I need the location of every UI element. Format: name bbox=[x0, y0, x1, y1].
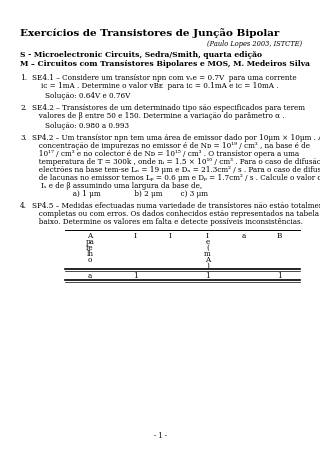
Text: re: re bbox=[86, 244, 94, 252]
Text: 1: 1 bbox=[132, 272, 137, 280]
Text: 3.: 3. bbox=[20, 134, 27, 142]
Text: lh: lh bbox=[86, 250, 93, 258]
Text: de lacunas no emissor temos Lₚ = 0.6 μm e Dₚ = 1.7cm² / s . Calcule o valor de: de lacunas no emissor temos Lₚ = 0.6 μm … bbox=[32, 174, 320, 182]
Text: completas ou com erros. Os dados conhecidos estão representados na tabela em: completas ou com erros. Os dados conheci… bbox=[32, 210, 320, 218]
Text: m: m bbox=[204, 250, 211, 258]
Text: 1: 1 bbox=[276, 272, 281, 280]
Text: temperatura de T = 300k , onde nᵢ = 1.5 × 10¹⁰ / cm³ . Para o caso de difusão de: temperatura de T = 300k , onde nᵢ = 1.5 … bbox=[32, 158, 320, 166]
Text: SE4.2 – Transístores de um determinado tipo são especificados para terem: SE4.2 – Transístores de um determinado t… bbox=[32, 104, 305, 112]
Text: I: I bbox=[169, 232, 172, 240]
Text: a) 1 μm               b) 2 μm        c) 3 μm: a) 1 μm b) 2 μm c) 3 μm bbox=[48, 190, 208, 198]
Text: A: A bbox=[205, 256, 210, 264]
Text: I: I bbox=[206, 232, 209, 240]
Text: Iₛ e de β assumindo uma largura da base de,: Iₛ e de β assumindo uma largura da base … bbox=[32, 182, 202, 190]
Text: o: o bbox=[88, 256, 92, 264]
Text: iᴄ = 1mA . Determine o valor vBᴇ  para iᴄ = 0.1mA e iᴄ = 10mA .: iᴄ = 1mA . Determine o valor vBᴇ para iᴄ… bbox=[32, 82, 278, 90]
Text: a: a bbox=[88, 272, 92, 280]
Text: Solução: 0.64V e 0.76V: Solução: 0.64V e 0.76V bbox=[45, 92, 130, 100]
Text: baixo. Determine os valores em falta e detecte possíveis inconsistências.: baixo. Determine os valores em falta e d… bbox=[32, 218, 303, 226]
Text: A: A bbox=[87, 232, 92, 240]
Text: ): ) bbox=[206, 262, 209, 270]
Text: 1.: 1. bbox=[20, 74, 27, 82]
Text: SP4.2 – Um transístor npn tem uma área de emissor dado por 10μm × 10μm . A: SP4.2 – Um transístor npn tem uma área d… bbox=[32, 134, 320, 142]
Text: Solução: 0.980 a 0.993: Solução: 0.980 a 0.993 bbox=[45, 122, 129, 130]
Text: S - Microelectronic Circuits, Sedra/Smith, quarta edição: S - Microelectronic Circuits, Sedra/Smit… bbox=[20, 51, 262, 59]
Text: e: e bbox=[205, 238, 210, 246]
Text: I: I bbox=[133, 232, 137, 240]
Text: M – Circuitos com Transístores Bipolares e MOS, M. Medeiros Silva: M – Circuitos com Transístores Bipolares… bbox=[20, 60, 310, 68]
Text: electrões na base tem-se Lₙ = 19 μm e Dₙ = 21.3cm² / s . Para o caso de difusão: electrões na base tem-se Lₙ = 19 μm e Dₙ… bbox=[32, 166, 320, 174]
Text: Exercícios de Transistores de Junção Bipolar: Exercícios de Transistores de Junção Bip… bbox=[20, 28, 279, 38]
Text: SP4.5 – Medidas efectuadas numa variedade de transístores não estão totalmente: SP4.5 – Medidas efectuadas numa variedad… bbox=[32, 202, 320, 210]
Text: (Paulo Lopes 2003, ISTCTE): (Paulo Lopes 2003, ISTCTE) bbox=[207, 40, 302, 48]
Text: - 1 -: - 1 - bbox=[154, 432, 166, 440]
Text: valores de β entre 50 e 150. Determine a variação do parâmetro α .: valores de β entre 50 e 150. Determine a… bbox=[32, 112, 284, 120]
Text: (: ( bbox=[206, 244, 209, 252]
Text: pa: pa bbox=[85, 238, 94, 246]
Text: a: a bbox=[242, 232, 246, 240]
Text: SE4.1 – Considere um transístor npn com vₛe = 0.7V  para uma corrente: SE4.1 – Considere um transístor npn com … bbox=[32, 74, 297, 82]
Text: 4.: 4. bbox=[20, 202, 27, 210]
Text: concentração de impurezas no emissor é de Nᴅ = 10¹⁹ / cm³ , na base é de: concentração de impurezas no emissor é d… bbox=[32, 142, 310, 150]
Text: 1: 1 bbox=[205, 272, 210, 280]
Text: 10¹⁷ / cm³ e no colector é de Nᴅ = 10¹⁵ / cm³ . O transístor opera a uma: 10¹⁷ / cm³ e no colector é de Nᴅ = 10¹⁵ … bbox=[32, 150, 299, 158]
Text: 2.: 2. bbox=[20, 104, 27, 112]
Text: B: B bbox=[276, 232, 282, 240]
